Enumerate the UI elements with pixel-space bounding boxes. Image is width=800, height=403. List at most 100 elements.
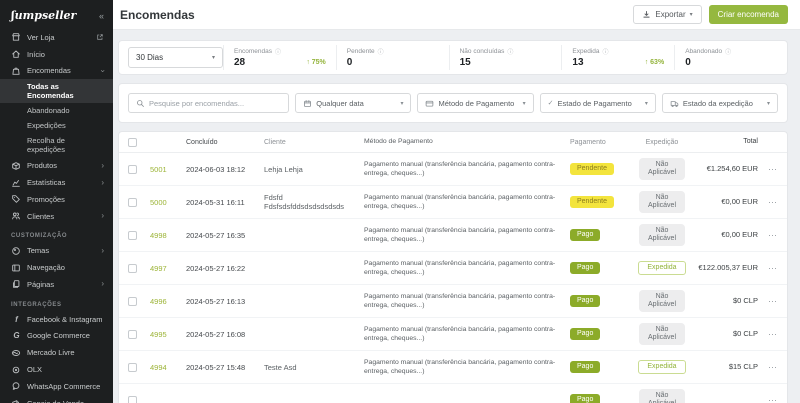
shipping-status-filter[interactable]: Estado da expedição ▾ xyxy=(661,93,779,113)
table-row[interactable]: 5000 2024-05-31 16:11 Fdsfd Fdsfsdsfddsd… xyxy=(119,186,787,219)
stat-abandonado: Abandonado ⓘ 0 xyxy=(674,45,787,70)
order-number-link[interactable]: 4998 xyxy=(150,230,167,240)
sidebar-item-abandonado[interactable]: Abandonado xyxy=(27,106,70,116)
collapse-sidebar-icon[interactable]: « xyxy=(98,10,104,21)
payment-method-filter[interactable]: Método de Pagamento ▾ xyxy=(417,93,534,113)
row-actions-button[interactable]: ⋯ xyxy=(768,163,778,174)
sidebar-item-label: Mercado Livre xyxy=(27,348,75,358)
row-checkbox[interactable] xyxy=(128,296,137,306)
sidebar-item-ver-loja[interactable]: Ver Loja xyxy=(0,29,113,46)
shopping-bag-icon xyxy=(11,66,22,76)
info-icon[interactable]: ⓘ xyxy=(507,50,514,56)
sidebar-item-whatsapp-commerce[interactable]: WhatsApp Commerce xyxy=(0,378,113,395)
row-checkbox[interactable] xyxy=(128,164,137,174)
sidebar-item-clientes[interactable]: Clientes › xyxy=(0,208,113,225)
sidebar-item-canais-de-venda[interactable]: Canais de Venda xyxy=(0,395,113,403)
sidebar-item-inicio[interactable]: Início xyxy=(0,46,113,63)
payment-status-badge: Pago xyxy=(570,228,601,242)
order-date: 2024-05-31 16:11 xyxy=(186,197,245,207)
row-checkbox[interactable] xyxy=(128,395,137,403)
sidebar-item-paginas[interactable]: Páginas › xyxy=(0,276,113,293)
sidebar-item-encomendas[interactable]: Encomendas › xyxy=(0,63,113,80)
payment-status-badge: Pago xyxy=(570,327,601,341)
payment-method-filter-value: Método de Pagamento xyxy=(438,98,515,108)
order-total: $0 CLP xyxy=(732,329,758,339)
row-actions-button[interactable]: ⋯ xyxy=(768,361,778,372)
create-order-button[interactable]: Criar encomenda xyxy=(708,5,788,24)
search-box[interactable] xyxy=(128,93,290,113)
stat-label: Abandonado xyxy=(685,48,723,55)
row-actions-button[interactable]: ⋯ xyxy=(768,229,778,240)
table-row[interactable]: 4997 2024-05-27 16:22 Pagamento manual (… xyxy=(119,252,787,285)
info-icon[interactable]: ⓘ xyxy=(725,50,732,56)
row-actions-button[interactable]: ⋯ xyxy=(768,262,778,273)
store-icon xyxy=(11,32,22,42)
table-row[interactable]: 4994 2024-05-27 15:48 Teste Asd Pagament… xyxy=(119,351,787,384)
sidebar-item-recolha-de-expedicoes[interactable]: Recolha de expedições xyxy=(27,136,65,155)
sidebar-item-label: OLX xyxy=(27,365,43,375)
sidebar-item-navegacao[interactable]: Navegação xyxy=(0,259,113,276)
row-actions-button[interactable]: ⋯ xyxy=(768,295,778,306)
row-actions-button[interactable]: ⋯ xyxy=(768,394,778,403)
table-row[interactable]: Pago Não Aplicável ⋯ xyxy=(119,384,787,403)
check-icon: ✓ xyxy=(547,100,554,107)
stat-pendente: Pendente ⓘ 0 xyxy=(335,45,449,70)
period-value: 30 Dias xyxy=(136,53,164,62)
order-client: Teste Asd xyxy=(264,362,297,372)
sidebar-item-produtos[interactable]: Produtos › xyxy=(0,157,113,174)
sidebar-item-todas-as-encomendas[interactable]: Todas as Encomendas xyxy=(0,79,113,104)
order-number-link[interactable]: 4994 xyxy=(150,362,167,372)
sidebar-item-google-commerce[interactable]: G Google Commerce xyxy=(0,328,113,345)
table-row[interactable]: 4998 2024-05-27 16:35 Pagamento manual (… xyxy=(119,219,787,252)
info-icon[interactable]: ⓘ xyxy=(274,50,281,56)
row-checkbox[interactable] xyxy=(128,263,137,273)
home-icon xyxy=(11,49,22,59)
megaphone-icon xyxy=(11,398,22,403)
order-number-link[interactable]: 4996 xyxy=(150,296,167,306)
order-payment-method: Pagamento manual (transferência bancária… xyxy=(364,160,556,177)
order-number-link[interactable]: 5001 xyxy=(150,164,167,174)
search-input[interactable] xyxy=(149,98,282,108)
sidebar-item-label: Ver Loja xyxy=(27,32,55,42)
sidebar-item-mercado-livre[interactable]: Mercado Livre xyxy=(0,344,113,361)
table-row[interactable]: 4996 2024-05-27 16:13 Pagamento manual (… xyxy=(119,285,787,318)
row-checkbox[interactable] xyxy=(128,197,137,207)
table-row[interactable]: 4995 2024-05-27 16:08 Pagamento manual (… xyxy=(119,318,787,351)
jumpseller-logo[interactable]: ʃumpseller xyxy=(11,9,77,22)
export-button[interactable]: Exportar ▾ xyxy=(633,5,702,24)
sidebar-item-temas[interactable]: Temas › xyxy=(0,242,113,259)
column-header-metodo: Método de Pagamento xyxy=(364,138,433,146)
column-header-expedicao: Expedição xyxy=(645,138,679,146)
sidebar-item-olx[interactable]: OLX xyxy=(0,361,113,378)
date-filter[interactable]: Qualquer data ▾ xyxy=(295,93,412,113)
row-actions-button[interactable]: ⋯ xyxy=(768,196,778,207)
period-select[interactable]: 30 Dias ▾ xyxy=(128,47,223,68)
order-total: $15 CLP xyxy=(728,362,758,372)
sidebar-item-facebook-instagram[interactable]: f Facebook & Instagram xyxy=(0,311,113,328)
order-number-link[interactable]: 4995 xyxy=(150,329,167,339)
sidebar-item-estatisticas[interactable]: Estatísticas › xyxy=(0,174,113,191)
info-icon[interactable]: ⓘ xyxy=(602,50,609,56)
column-header-cliente: Cliente xyxy=(264,138,286,146)
sidebar-item-label: WhatsApp Commerce xyxy=(27,381,101,391)
info-icon[interactable]: ⓘ xyxy=(377,50,384,56)
row-checkbox[interactable] xyxy=(128,362,137,372)
stat-encomendas: Encomendas ⓘ 28 ↑ 75% xyxy=(223,45,336,70)
order-number-link[interactable]: 4997 xyxy=(150,263,167,273)
order-number-link[interactable]: 5000 xyxy=(150,197,167,207)
sidebar-item-expedicoes[interactable]: Expedições xyxy=(27,121,66,131)
table-row[interactable]: 5001 2024-06-03 18:12 Lehja Lehja Pagame… xyxy=(119,153,787,186)
order-payment-method: Pagamento manual (transferência bancária… xyxy=(364,226,556,243)
chevron-right-icon: › xyxy=(101,279,104,289)
sidebar-item-label: Páginas xyxy=(27,279,55,289)
filters-bar: Qualquer data ▾ Método de Pagamento ▾ ✓ … xyxy=(118,83,788,123)
row-checkbox[interactable] xyxy=(128,230,137,240)
users-icon xyxy=(11,211,22,221)
row-actions-button[interactable]: ⋯ xyxy=(768,328,778,339)
sidebar-item-promocoes[interactable]: Promoções xyxy=(0,191,113,208)
row-checkbox[interactable] xyxy=(128,329,137,339)
shipping-status-badge: Não Aplicável xyxy=(639,190,685,214)
payment-status-filter[interactable]: ✓ Estado de Pagamento ▾ xyxy=(539,93,656,113)
order-date: 2024-06-03 18:12 xyxy=(186,164,246,174)
select-all-checkbox[interactable] xyxy=(128,137,137,147)
